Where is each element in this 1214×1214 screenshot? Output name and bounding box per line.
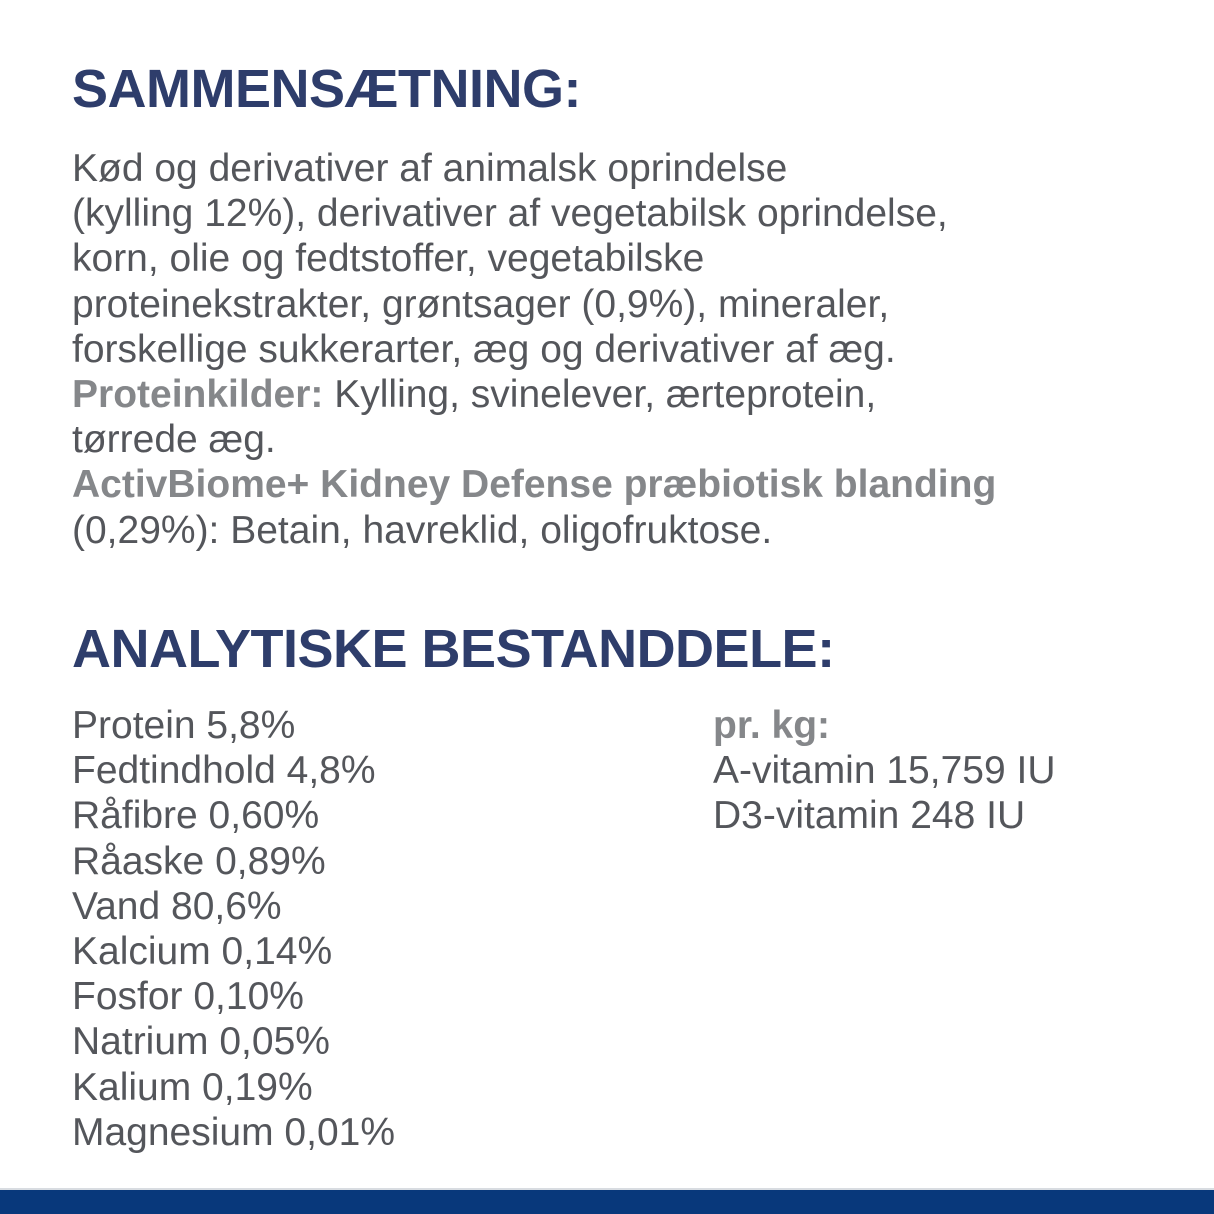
analytical-row: Protein 5,8% [72, 704, 296, 747]
analytical-row: Råaske 0,89% [72, 839, 326, 883]
composition-line: korn, olie og fedtstoffer, vegetabilske [72, 237, 705, 281]
vitamin-row: A-vitamin 15,759 IU [713, 749, 1056, 793]
analytical-row: Kalium 0,19% [72, 1065, 313, 1109]
composition-line: Kød og derivativer af animalsk oprindels… [72, 147, 788, 190]
composition-line: tørrede æg. [72, 418, 276, 462]
analytical-left-column: Protein 5,8% Fedtindhold 4,8% Råfibre 0,… [72, 703, 395, 1155]
analytical-heading: ANALYTISKE BESTANDDELE: [72, 619, 835, 679]
per-kg-label: pr. kg: [713, 704, 831, 747]
footer-brand-bar [0, 1188, 1214, 1214]
analytical-right-column: pr. kg: A-vitamin 15,759 IU D3-vitamin 2… [713, 703, 1056, 839]
analytical-row: Kalcium 0,14% [72, 930, 333, 974]
analytical-row: Fosfor 0,10% [72, 975, 304, 1019]
protein-sources-text: Kylling, svinelever, ærteprotein, [323, 373, 877, 417]
analytical-row: Magnesium 0,01% [72, 1110, 396, 1154]
composition-text: Kød og derivativer af animalsk oprindels… [72, 146, 1162, 553]
composition-line: forskellige sukkerarter, æg og derivativ… [72, 327, 896, 371]
analytical-row: Fedtindhold 4,8% [72, 749, 376, 793]
analytical-row: Natrium 0,05% [72, 1020, 330, 1064]
activbiome-label: ActivBiome+ Kidney Defense præbiotisk bl… [72, 463, 997, 507]
analytical-row: Råfibre 0,60% [72, 794, 320, 838]
protein-sources-label: Proteinkilder: [72, 373, 324, 417]
composition-line: (0,29%): Betain, havreklid, oligofruktos… [72, 508, 773, 552]
analytical-row: Vand 80,6% [72, 884, 282, 928]
composition-line: proteinekstrakter, grøntsager (0,9%), mi… [72, 282, 890, 326]
composition-line: Proteinkilder: Kylling, svinelever, ærte… [72, 372, 1162, 417]
vitamin-row: D3-vitamin 248 IU [713, 794, 1026, 838]
composition-line: (kylling 12%), derivativer af vegetabils… [72, 192, 948, 236]
composition-heading: SAMMENSÆTNING: [72, 59, 581, 119]
